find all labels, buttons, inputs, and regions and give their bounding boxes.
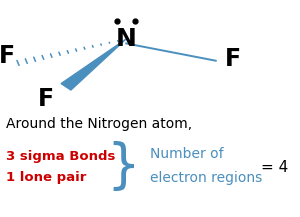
Text: electron regions: electron regions	[150, 171, 262, 185]
Text: Number of: Number of	[150, 147, 224, 161]
Text: }: }	[106, 141, 140, 193]
Text: 3 sigma Bonds: 3 sigma Bonds	[6, 150, 116, 163]
Text: F: F	[0, 44, 15, 68]
Text: F: F	[38, 87, 54, 111]
Polygon shape	[61, 39, 126, 90]
Text: N: N	[116, 27, 136, 51]
Text: Around the Nitrogen atom,: Around the Nitrogen atom,	[6, 117, 192, 131]
Text: F: F	[225, 47, 241, 71]
Text: = 4: = 4	[261, 159, 288, 175]
Text: 1 lone pair: 1 lone pair	[6, 171, 86, 184]
